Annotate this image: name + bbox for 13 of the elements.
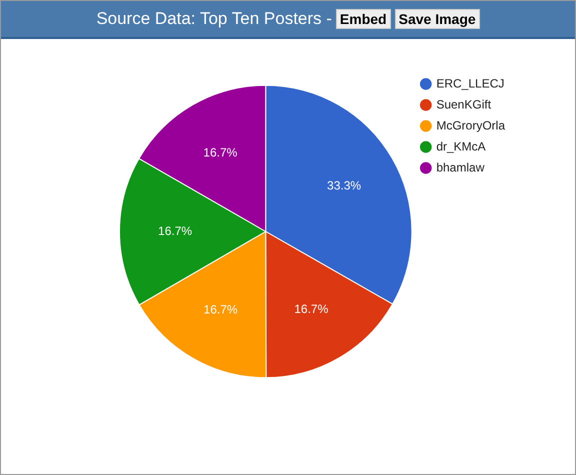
legend-label: McGroryOrla — [436, 118, 506, 132]
legend-label: ERC_LLECJ — [436, 76, 504, 90]
data-label: 16.7% — [294, 302, 329, 316]
chart-title: Source Data: Top Ten Posters - — [96, 9, 332, 29]
data-label: 16.7% — [204, 302, 238, 316]
text: Embed — [336, 9, 391, 29]
legend-label: SuenKGift — [436, 97, 492, 112]
data-label: 16.7% — [203, 145, 238, 160]
data-label: 16.7% — [158, 224, 192, 238]
legend-label: dr_KMcA — [436, 139, 486, 154]
text: Save Image — [394, 9, 480, 29]
data-label: 33.3% — [327, 178, 362, 192]
legend-label: bhamlaw — [436, 160, 485, 174]
